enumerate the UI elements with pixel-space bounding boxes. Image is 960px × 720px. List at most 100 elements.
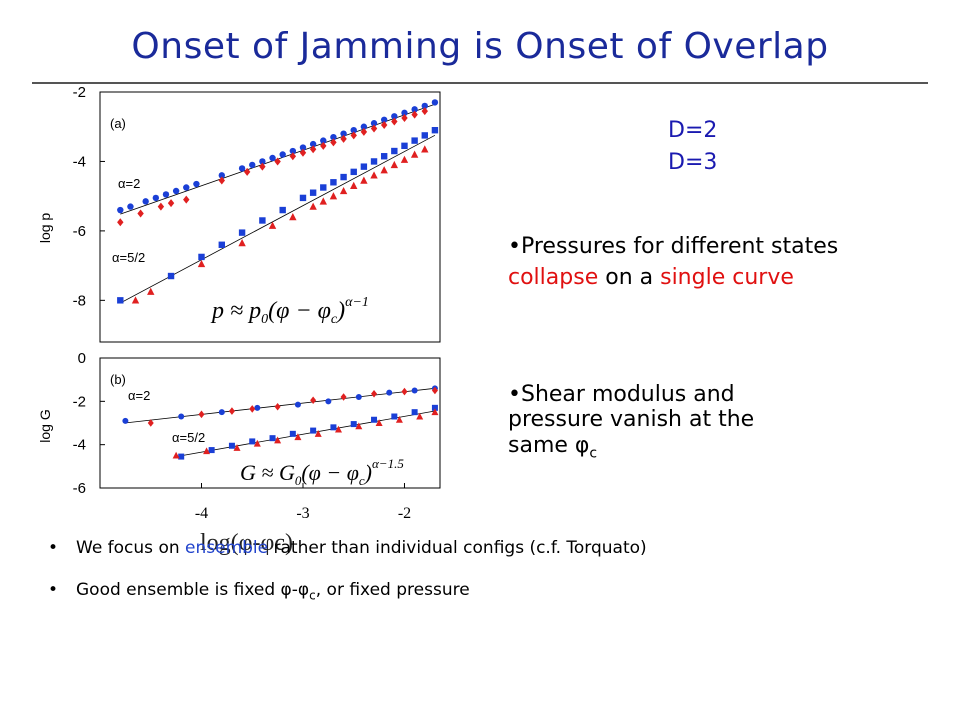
collapse-highlight: collapse	[508, 264, 599, 290]
panel-a-point-diamond	[360, 127, 368, 136]
panel-b-point-triangle	[314, 430, 322, 437]
panel-b-point-diamond	[249, 405, 256, 413]
panel-b-point-triangle	[355, 422, 363, 430]
panel-b-point-circle	[355, 394, 362, 400]
panel-a-point-circle	[320, 137, 327, 144]
panel-a-point-triangle	[400, 155, 409, 163]
phi-subscript: c	[309, 588, 316, 603]
panel-b-point-triangle	[274, 436, 282, 444]
panel-b-point-square	[411, 409, 418, 416]
panel-a-point-square	[218, 241, 225, 248]
panel-b-point-triangle	[335, 425, 343, 433]
panel-b-point-triangle	[203, 447, 211, 455]
panel-a-equation: p ≈ p0(φ − φc)α−1	[210, 295, 369, 327]
panel-b-alpha2: α=2	[128, 388, 150, 403]
panel-a-point-triangle	[390, 160, 399, 169]
panel-a-point-square	[370, 158, 378, 165]
panel-a-point-circle	[370, 120, 378, 127]
panel-a-point-circle	[172, 187, 180, 195]
panel-b-point-triangle	[395, 415, 403, 423]
panel-a-point-circle	[380, 116, 388, 123]
bottom-bullet-good-ensemble: • Good ensemble is fixed φ-φc, or fixed p…	[48, 580, 470, 602]
panel-b-ytick-label: -6	[73, 480, 86, 497]
panel-a-point-circle	[269, 154, 276, 162]
legend-d2: D=2	[668, 118, 718, 143]
panel-a-point-circle	[259, 158, 266, 165]
panel-b-ylabel: log G	[37, 409, 53, 442]
panel-a-point-circle	[238, 165, 246, 172]
panel-b-point-square	[391, 413, 398, 420]
panel-b-point-triangle	[253, 439, 261, 447]
panel-a-point-diamond	[411, 110, 418, 119]
panel-a-point-diamond	[243, 167, 251, 176]
panel-a-ytick-label: -4	[73, 153, 86, 170]
panel-a-point-circle	[142, 198, 149, 205]
panel-a-point-circle	[340, 130, 347, 137]
panel-a-point-circle	[289, 147, 297, 155]
panel-a-point-diamond	[350, 131, 357, 140]
single-curve-highlight: single curve	[660, 264, 794, 290]
panel-b-point-triangle	[416, 412, 424, 420]
panel-b-point-circle	[122, 417, 129, 424]
panel-a-point-circle	[360, 123, 368, 130]
panel-a-point-square	[238, 229, 246, 236]
panel-a-point-circle	[309, 140, 317, 148]
panel-a-point-triangle	[131, 296, 140, 304]
panel-a-point-diamond	[340, 134, 347, 143]
slide-title: Onset of Jamming is Onset of Overlap	[131, 26, 829, 67]
panel-b-ytick-label: -4	[73, 437, 86, 454]
panel-a-point-circle	[162, 191, 170, 198]
panel-a-point-diamond	[157, 202, 165, 211]
panel-a-point-square	[421, 132, 428, 139]
ensemble-highlight: ensemble	[185, 538, 269, 558]
panel-b-point-diamond	[340, 393, 347, 401]
panel-a-point-square	[401, 142, 408, 150]
panel-a-point-diamond	[320, 141, 327, 150]
panel-b-point-circle	[386, 389, 393, 396]
panel-a-point-diamond	[183, 195, 190, 204]
panel-a-point-square	[320, 184, 327, 191]
legend-d3: D=3	[668, 150, 718, 175]
panel-a-point-diamond	[117, 218, 124, 227]
bullet-shear-line2: pressure vanish at the	[508, 407, 755, 433]
panel-a-point-circle	[401, 109, 408, 117]
panel-b-point-diamond	[310, 396, 317, 405]
panel-a-point-square	[309, 189, 317, 196]
panel-b-point-square	[310, 427, 317, 434]
panel-a-point-square	[380, 153, 388, 160]
panel-b-xtick-label: -2	[398, 505, 411, 522]
panel-a-point-diamond	[330, 138, 337, 147]
panel-a-point-square	[391, 147, 398, 155]
panel-a-point-diamond	[289, 152, 297, 161]
panel-a-point-triangle	[329, 192, 338, 200]
panel-b-point-circle	[218, 409, 225, 416]
panel-a-point-circle	[117, 206, 124, 214]
panel-a-point-square	[350, 168, 357, 176]
panel-b-equation: G ≈ G0(φ − φc)α−1.5	[240, 456, 404, 488]
bullet-dot: •	[48, 580, 59, 600]
panel-a-point-diamond	[401, 114, 408, 123]
panel-a-point-circle	[330, 133, 337, 141]
ensemble-pre: We focus on	[76, 538, 186, 558]
panel-a-point-diamond	[167, 199, 175, 208]
panel-a-point-diamond	[299, 148, 307, 157]
panel-b-point-square	[208, 447, 215, 454]
panel-a-point-diamond	[309, 145, 317, 154]
panel-a-point-triangle	[268, 221, 277, 229]
panel-a-point-square	[330, 179, 337, 186]
panel-a-point-square	[117, 297, 124, 304]
panel-a-point-triangle	[360, 176, 368, 184]
panel-a-point-square	[411, 137, 418, 144]
x-axis-label: log(φ-φc)	[200, 530, 293, 556]
panel-a-frame	[99, 91, 441, 343]
panel-b-point-circle	[294, 401, 301, 408]
panel-b-point-diamond	[431, 386, 438, 395]
panel-b-point-diamond	[371, 389, 378, 398]
panel-a-point-square	[279, 206, 286, 214]
panel-b-point-diamond	[401, 387, 408, 396]
ensemble-post: rather than individual configs (c.f. Tor…	[268, 538, 647, 558]
panel-a-fit-line	[120, 103, 436, 215]
panel-a-point-circle	[431, 99, 439, 106]
panel-a-point-triangle	[289, 213, 297, 221]
panel-b-point-square	[249, 438, 256, 445]
